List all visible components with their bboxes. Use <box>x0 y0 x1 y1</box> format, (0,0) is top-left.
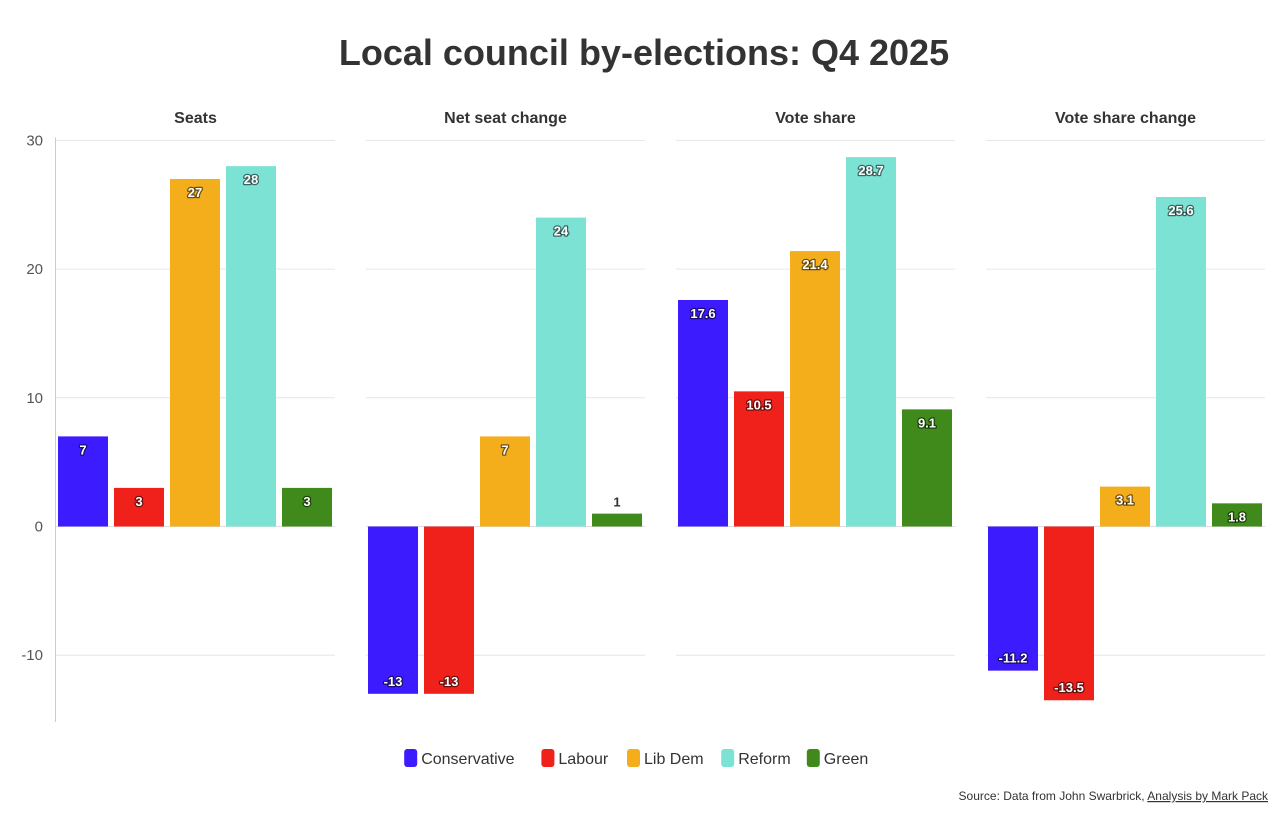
legend-label: Reform <box>738 751 790 768</box>
y-tick-label: 30 <box>26 132 43 149</box>
panel-title: Seats <box>174 110 217 127</box>
legend-swatch <box>541 749 555 767</box>
data-label: -13 <box>440 674 459 689</box>
data-label: 27 <box>188 185 202 200</box>
data-label: 10.5 <box>746 397 771 412</box>
bar-conservative <box>368 526 418 694</box>
data-label: -13 <box>384 674 403 689</box>
data-label: 17.6 <box>690 306 715 321</box>
bar-green <box>1212 503 1262 527</box>
data-label: 25.6 <box>1168 203 1193 218</box>
data-label: 3.1 <box>1116 493 1134 508</box>
legend-item-lib-dem[interactable]: Lib Dem <box>627 749 704 768</box>
legend-swatch <box>404 749 418 767</box>
legend-label: Green <box>824 751 868 768</box>
data-label: 1.8 <box>1228 509 1246 524</box>
data-label: 3 <box>135 494 142 509</box>
y-tick-label: -10 <box>21 647 43 664</box>
data-label: -11.2 <box>999 651 1028 666</box>
data-label: 9.1 <box>918 415 936 430</box>
legend-label: Labour <box>558 751 608 768</box>
legend-swatch <box>627 749 640 767</box>
panel-net-seat-change: Net seat change -13 -13 7 24 1 <box>366 110 645 694</box>
y-tick-label: 20 <box>26 261 43 278</box>
bar-reform <box>1156 197 1206 527</box>
data-label: 21.4 <box>802 257 828 272</box>
bar-green <box>902 409 952 527</box>
legend-item-labour[interactable]: Labour <box>541 749 609 768</box>
source-prefix: Source: Data from John Swarbrick, <box>959 789 1148 803</box>
data-label: 3 <box>303 494 310 509</box>
data-label: 28.7 <box>858 163 883 178</box>
bar-lib-dem <box>1100 486 1150 527</box>
panel-vote-share: Vote share 17.6 10.5 21.4 28.7 9.1 <box>676 110 955 656</box>
bar-conservative <box>678 299 728 527</box>
bar-conservative <box>58 436 108 527</box>
legend-item-green[interactable]: Green <box>806 749 868 768</box>
bar-labour <box>424 526 474 694</box>
panel-title: Net seat change <box>444 110 567 127</box>
bar-green <box>282 487 332 527</box>
panel-title: Vote share <box>775 110 856 127</box>
bar-lib-dem <box>170 179 220 527</box>
legend-swatch <box>721 749 735 767</box>
chart-title: Local council by-elections: Q4 2025 <box>339 32 949 73</box>
legend-label: Conservative <box>421 751 514 768</box>
panel-seats: Seats 7 3 27 28 3 <box>56 110 335 656</box>
data-label: -13.5 <box>1054 680 1084 695</box>
y-axis: 30 20 10 0 -10 <box>21 132 56 722</box>
bar-conservative <box>988 526 1038 671</box>
data-label: 7 <box>79 442 86 457</box>
bar-lib-dem <box>480 436 530 527</box>
bar-labour <box>114 487 164 527</box>
data-label: 7 <box>501 442 508 457</box>
legend-label: Lib Dem <box>644 751 704 768</box>
bar-reform <box>846 157 896 527</box>
chart-panels: Seats 7 3 27 28 3 Net seat change -13 -13 7 24 1 Vot… <box>56 110 1265 701</box>
legend-item-conservative[interactable]: Conservative <box>404 749 515 768</box>
data-label: 28 <box>244 172 258 187</box>
bar-green <box>592 513 642 527</box>
legend-swatch <box>806 749 820 767</box>
panel-title: Vote share change <box>1055 110 1196 127</box>
bar-labour <box>734 391 784 527</box>
data-label: 1 <box>613 495 620 510</box>
legend: Conservative Labour Lib Dem Reform Green <box>404 749 868 768</box>
source-note: Source: Data from John Swarbrick, Analys… <box>959 789 1269 803</box>
source-link[interactable]: Analysis by Mark Pack <box>1147 789 1269 803</box>
y-tick-label: 0 <box>35 519 43 536</box>
bar-reform <box>226 166 276 527</box>
legend-item-reform[interactable]: Reform <box>721 749 791 768</box>
bar-reform <box>536 217 586 527</box>
data-label: 24 <box>554 224 569 239</box>
panel-vote-share-change: Vote share change -11.2 -13.5 3.1 25.6 1.8 <box>986 110 1265 701</box>
bar-labour <box>1044 526 1094 701</box>
bar-lib-dem <box>790 251 840 527</box>
y-tick-label: 10 <box>26 390 43 407</box>
